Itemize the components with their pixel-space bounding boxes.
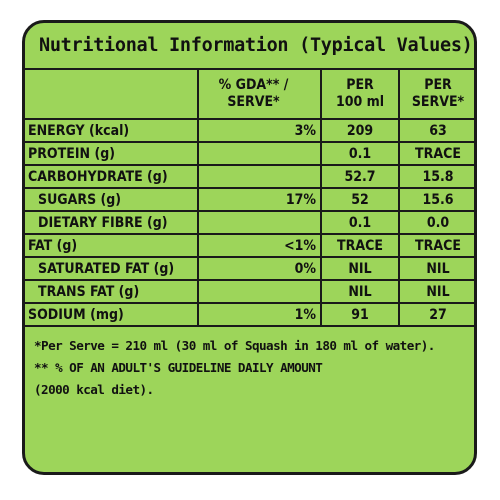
perserve-value: NIL	[398, 279, 474, 304]
table-row: PROTEIN (g) 0.1 TRACE	[25, 141, 474, 166]
per100-value: NIL	[320, 256, 400, 281]
nutrient-name: TRANS FAT (g)	[25, 279, 199, 304]
nutrient-name: ENERGY (kcal)	[25, 118, 199, 143]
table-row: ENERGY (kcal) 3% 209 63	[25, 118, 474, 143]
per100-value: 0.1	[320, 141, 400, 166]
perserve-value: 0.0	[398, 210, 474, 235]
perserve-value: 15.8	[398, 164, 474, 189]
table-row: TRANS FAT (g) NIL NIL	[25, 279, 474, 304]
gda-value: 3%	[197, 118, 322, 143]
nutrient-name: SATURATED FAT (g)	[25, 256, 199, 281]
nutrient-name: SUGARS (g)	[25, 187, 199, 212]
table-row: SODIUM (mg) 1% 91 27	[25, 302, 474, 327]
perserve-value: 27	[398, 302, 474, 327]
perserve-value: TRACE	[398, 141, 474, 166]
header-per100-cell: PER 100 ml	[320, 68, 400, 120]
nutrition-table: % GDA** / SERVE* PER 100 ml PER SERVE* E…	[25, 68, 474, 327]
table-row: SUGARS (g) 17% 52 15.6	[25, 187, 474, 212]
gda-value	[197, 210, 322, 235]
header-gda-cell: % GDA** / SERVE*	[197, 68, 322, 120]
table-row: DIETARY FIBRE (g) 0.1 0.0	[25, 210, 474, 235]
nutrient-name: FAT (g)	[25, 233, 199, 258]
per100-value: 91	[320, 302, 400, 327]
panel-title: Nutritional Information (Typical Values)	[39, 35, 473, 56]
nutrient-name: PROTEIN (g)	[25, 141, 199, 166]
header-gda-line1: % GDA** /	[218, 77, 289, 93]
header-per100-line2: 100 ml	[335, 94, 385, 110]
gda-value	[197, 164, 322, 189]
header-perserve-line1: PER	[424, 77, 452, 93]
gda-value: <1%	[197, 233, 322, 258]
header-gda-line2: SERVE*	[227, 94, 280, 110]
perserve-value: NIL	[398, 256, 474, 281]
gda-value	[197, 141, 322, 166]
gda-value: 1%	[197, 302, 322, 327]
gda-value	[197, 279, 322, 304]
perserve-value: 63	[398, 118, 474, 143]
per100-value: NIL	[320, 279, 400, 304]
header-perserve-line2: SERVE*	[411, 94, 465, 110]
table-header-row: % GDA** / SERVE* PER 100 ml PER SERVE*	[25, 68, 474, 120]
per100-value: 0.1	[320, 210, 400, 235]
header-nutrient-cell	[25, 68, 199, 120]
gda-value: 0%	[197, 256, 322, 281]
nutrient-name: DIETARY FIBRE (g)	[25, 210, 199, 235]
per100-value: TRACE	[320, 233, 400, 258]
per100-value: 52	[320, 187, 400, 212]
footnote-gda: ** % OF AN ADULT'S GUIDELINE DAILY AMOUN…	[34, 360, 323, 375]
gda-value: 17%	[197, 187, 322, 212]
nutrient-name: CARBOHYDRATE (g)	[25, 164, 199, 189]
nutrient-name: SODIUM (mg)	[25, 302, 199, 327]
header-perserve-cell: PER SERVE*	[398, 68, 474, 120]
table-row: CARBOHYDRATE (g) 52.7 15.8	[25, 164, 474, 189]
perserve-value: TRACE	[398, 233, 474, 258]
footnote-serve: *Per Serve = 210 ml (30 ml of Squash in …	[34, 338, 435, 353]
per100-value: 209	[320, 118, 400, 143]
footnote-diet: (2000 kcal diet).	[34, 382, 154, 397]
per100-value: 52.7	[320, 164, 400, 189]
nutrition-panel: Nutritional Information (Typical Values)…	[22, 20, 477, 475]
table-row: FAT (g) <1% TRACE TRACE	[25, 233, 474, 258]
table-row: SATURATED FAT (g) 0% NIL NIL	[25, 256, 474, 281]
header-per100-line1: PER	[346, 77, 374, 93]
perserve-value: 15.6	[398, 187, 474, 212]
footnotes: *Per Serve = 210 ml (30 ml of Squash in …	[25, 327, 474, 401]
